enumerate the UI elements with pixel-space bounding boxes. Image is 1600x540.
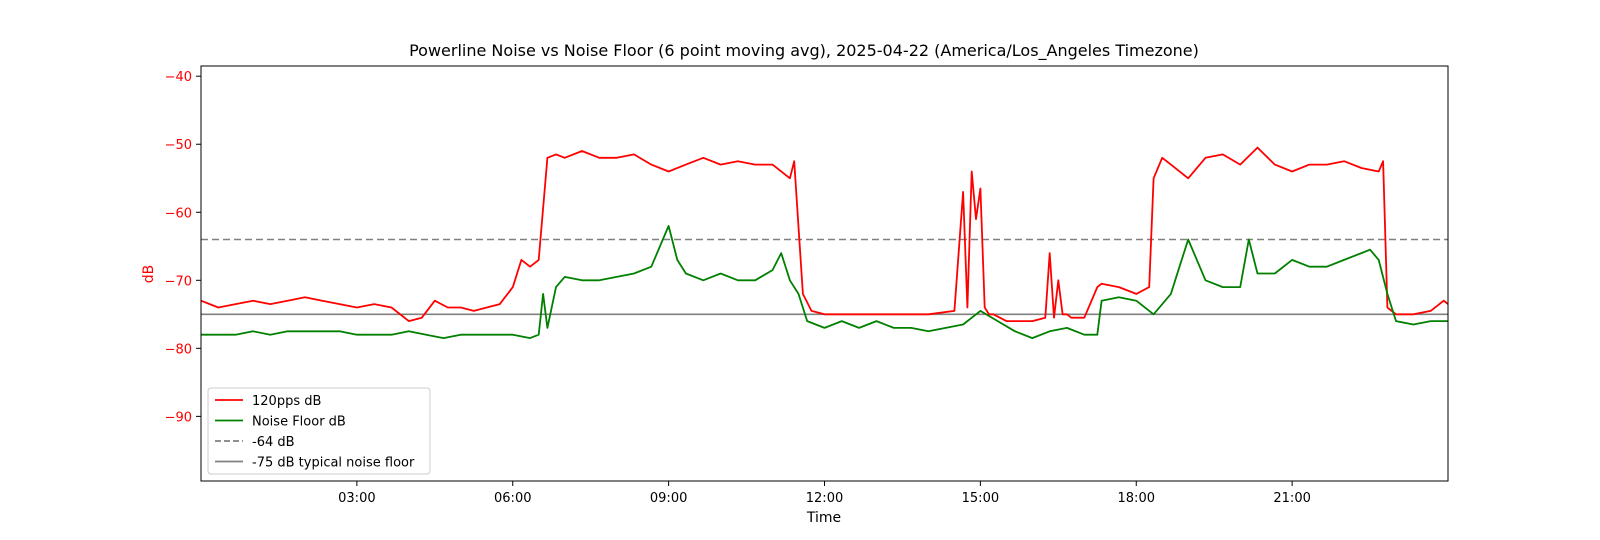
x-tick-label: 15:00 [962, 491, 999, 506]
y-tick-label: −50 [165, 138, 192, 153]
legend-label: -64 dB [252, 435, 295, 450]
legend-label: 120pps dB [252, 394, 321, 409]
x-axis-label: Time [806, 510, 841, 526]
y-axis-label: dB [141, 265, 157, 284]
plot-area [200, 146, 1449, 340]
x-tick-label: 06:00 [494, 491, 531, 506]
series-line-0 [200, 146, 1449, 323]
chart-title: Powerline Noise vs Noise Floor (6 point … [409, 41, 1199, 61]
legend-label: -75 dB typical noise floor [252, 456, 415, 471]
x-tick-label: 21:00 [1273, 491, 1310, 506]
x-tick-label: 09:00 [650, 491, 687, 506]
y-axis: −40 −50 −60 −70 −80 −90 [165, 70, 201, 425]
x-tick-label: 12:00 [806, 491, 843, 506]
x-tick-label: 03:00 [338, 491, 375, 506]
legend-label: Noise Floor dB [252, 415, 346, 430]
y-tick-label: −40 [165, 70, 192, 85]
y-tick-label: −90 [165, 410, 192, 425]
y-tick-label: −60 [165, 206, 192, 221]
x-tick-label: 18:00 [1118, 491, 1155, 506]
series-line-1 [201, 224, 1448, 340]
legend-box [207, 387, 431, 475]
x-axis: 03:00 06:00 09:00 12:00 15:00 18:00 21:00 [338, 481, 1311, 506]
legend: 120pps dB Noise Floor dB -64 dB -75 dB typi… [207, 387, 431, 475]
y-tick-label: −70 [165, 274, 192, 289]
y-tick-label: −80 [165, 342, 192, 357]
